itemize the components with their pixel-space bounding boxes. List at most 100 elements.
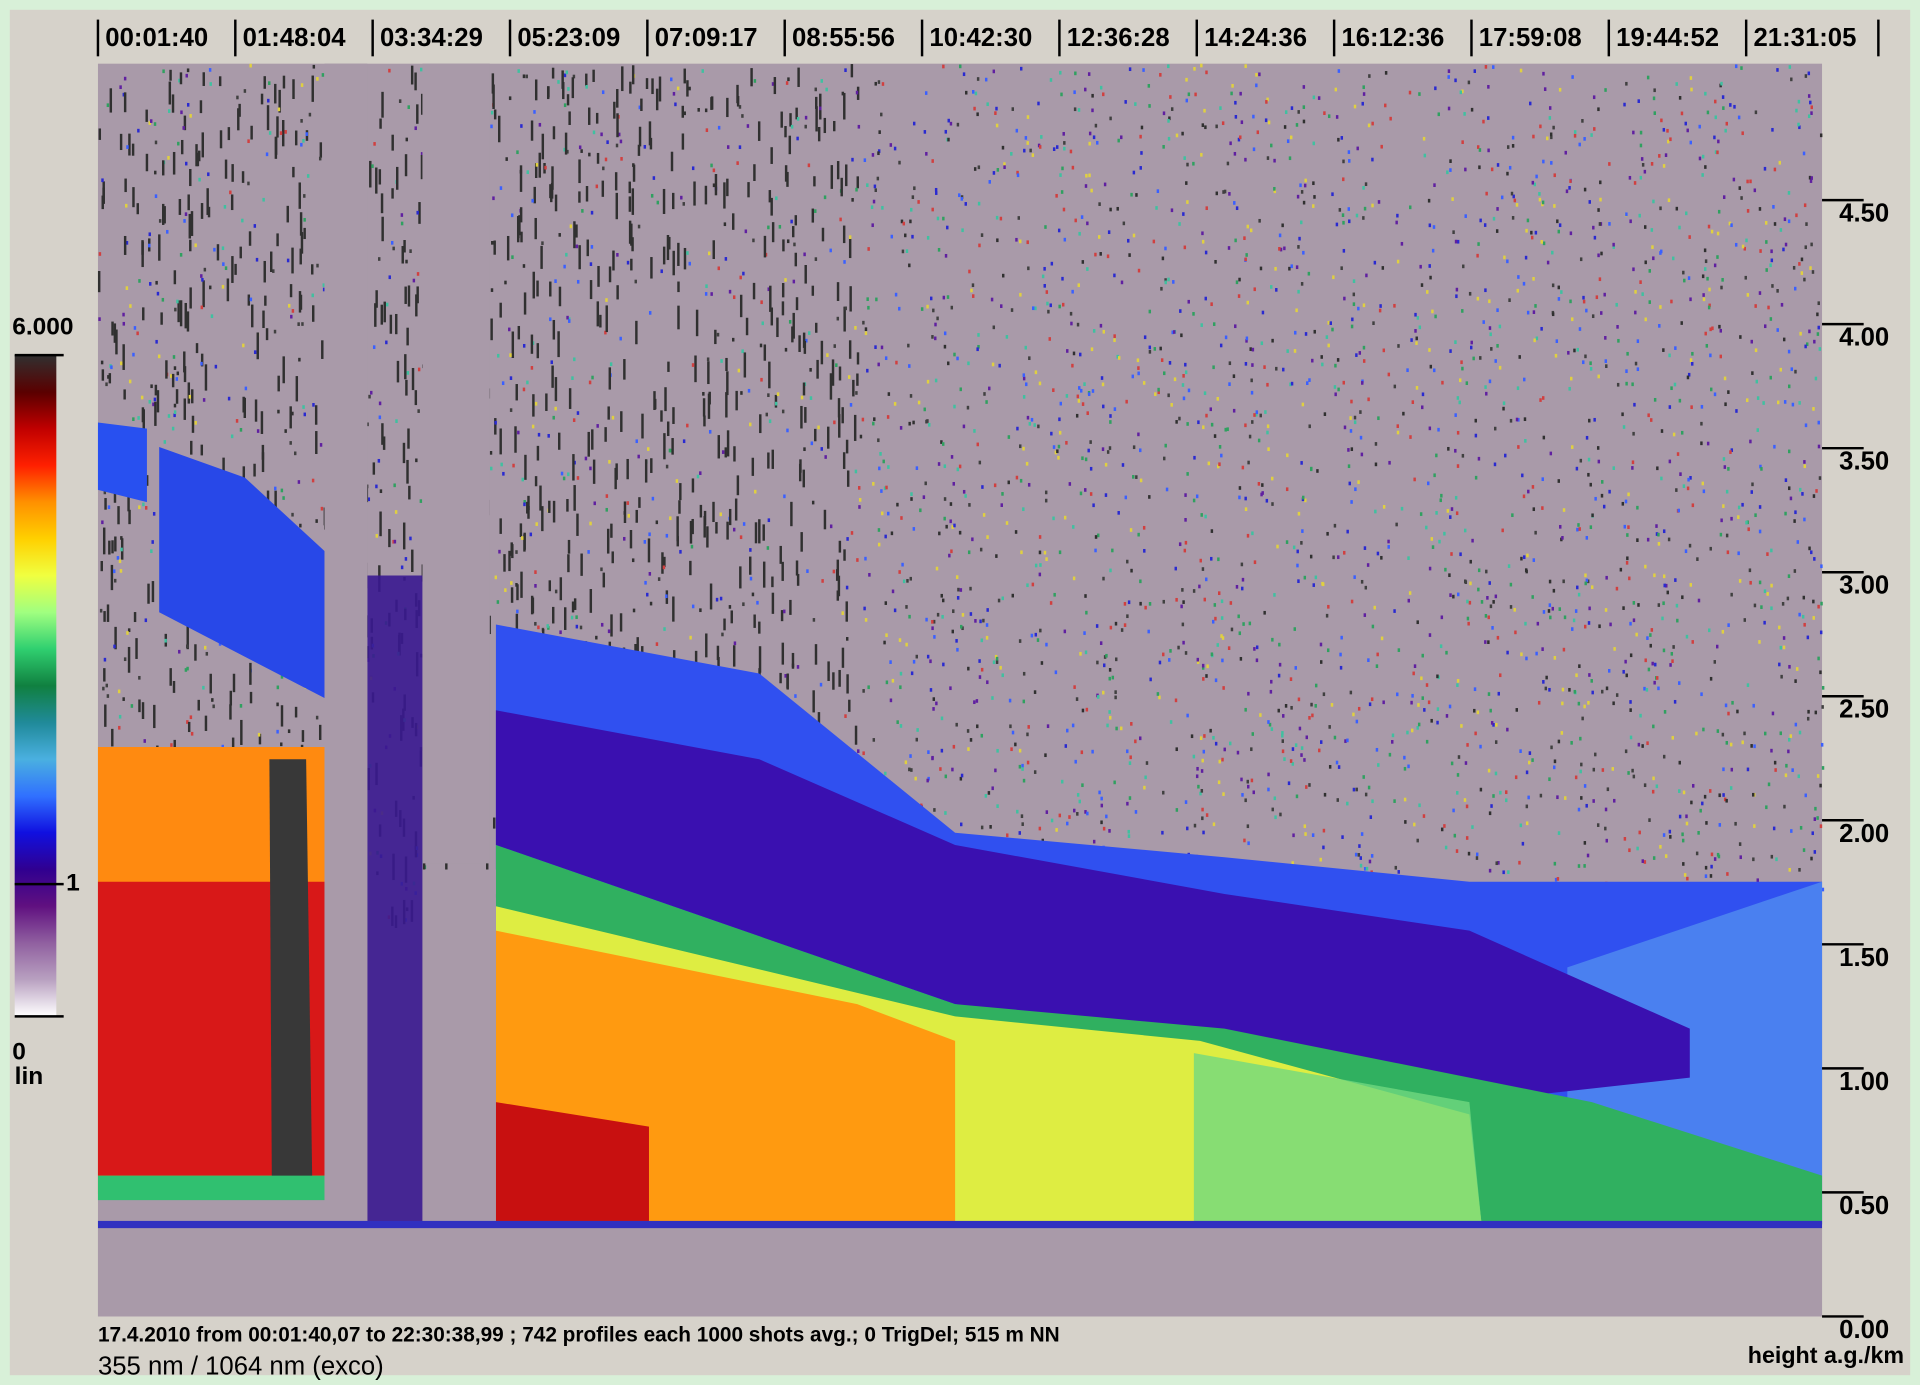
noise [981, 826, 983, 830]
noise [686, 80, 688, 96]
noise [1688, 276, 1690, 280]
noise [1671, 652, 1673, 656]
noise [126, 286, 128, 290]
noise [953, 353, 955, 357]
noise [1529, 751, 1531, 755]
noise [1622, 606, 1624, 610]
noise [1334, 736, 1336, 740]
noise [1125, 400, 1127, 404]
noise [1752, 857, 1754, 861]
noise [1580, 763, 1582, 767]
noise [1690, 76, 1692, 80]
noise [1387, 545, 1389, 549]
noise [709, 430, 711, 434]
noise [1676, 619, 1678, 623]
noise [912, 195, 914, 199]
noise [1793, 266, 1795, 270]
noise [1045, 499, 1047, 503]
noise [1063, 208, 1065, 212]
noise [1102, 691, 1104, 695]
noise [1539, 198, 1541, 202]
noise [202, 686, 204, 690]
noise [1047, 724, 1049, 728]
noise [731, 610, 733, 623]
noise [189, 114, 191, 118]
noise [1243, 839, 1245, 843]
noise [640, 99, 642, 111]
noise [1074, 107, 1076, 111]
noise [772, 450, 774, 469]
noise [1714, 100, 1716, 104]
noise [1105, 493, 1107, 497]
noise [267, 105, 269, 130]
noise [1740, 855, 1742, 859]
noise [656, 520, 658, 524]
noise [1016, 476, 1018, 480]
noise [795, 215, 797, 225]
noise [1360, 864, 1362, 868]
noise [1170, 403, 1172, 407]
noise [1713, 136, 1715, 140]
noise [626, 459, 628, 479]
noise [931, 208, 933, 212]
noise [174, 270, 176, 284]
noise [531, 596, 533, 615]
noise [632, 188, 634, 215]
noise [1403, 756, 1405, 760]
noise [590, 589, 592, 613]
noise [111, 565, 113, 590]
noise [1821, 705, 1823, 709]
noise [567, 472, 569, 476]
noise [1669, 835, 1671, 839]
noise [1361, 832, 1363, 836]
noise [1240, 778, 1242, 782]
noise [644, 145, 646, 149]
noise [1525, 568, 1527, 572]
noise [1489, 326, 1491, 330]
noise [1294, 349, 1296, 353]
noise [1794, 679, 1796, 683]
noise [1200, 64, 1202, 68]
noise [1625, 82, 1627, 86]
noise [1153, 240, 1155, 244]
noise [782, 643, 784, 665]
noise [1613, 799, 1615, 803]
noise [1764, 589, 1766, 593]
noise [898, 307, 900, 311]
noise [1047, 310, 1049, 314]
noise [1298, 512, 1300, 516]
noise [989, 180, 991, 184]
noise [1638, 214, 1640, 218]
noise [862, 418, 864, 422]
noise [1653, 856, 1655, 860]
noise [1469, 582, 1471, 586]
noise [830, 524, 832, 528]
noise [865, 331, 867, 335]
noise [1105, 654, 1107, 658]
noise [985, 78, 987, 82]
noise [1353, 788, 1355, 792]
noise [1781, 303, 1783, 307]
noise [796, 297, 798, 310]
noise [1763, 621, 1765, 625]
noise [1737, 515, 1739, 519]
noise [517, 224, 519, 239]
noise [1485, 570, 1487, 574]
noise [616, 113, 618, 137]
noise [1780, 368, 1782, 372]
noise [1303, 758, 1305, 762]
noise [1590, 679, 1592, 683]
noise [1549, 106, 1551, 110]
noise [1376, 664, 1378, 668]
noise [955, 639, 957, 643]
noise [1095, 535, 1097, 539]
noise [1612, 701, 1614, 705]
noise [955, 723, 957, 727]
noise [1164, 281, 1166, 285]
noise [1765, 805, 1767, 809]
noise [1542, 72, 1544, 76]
noise [1338, 69, 1340, 73]
noise [1231, 84, 1233, 88]
noise [1143, 786, 1145, 790]
noise [1710, 865, 1712, 869]
